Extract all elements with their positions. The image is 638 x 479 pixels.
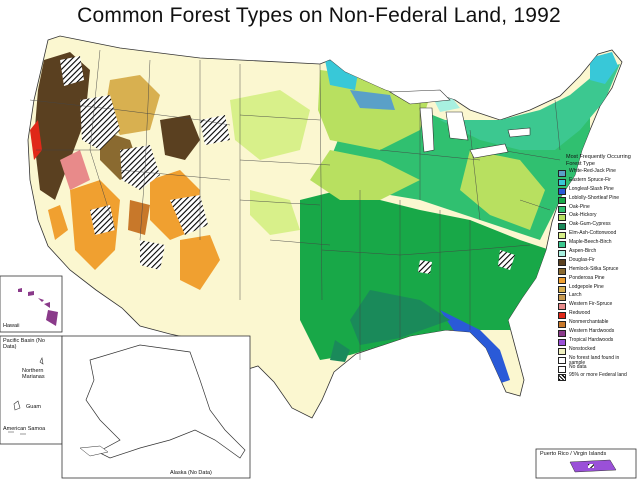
northern-marianas-label: Northern Marianas: [22, 368, 45, 380]
legend-item-label: Tropical Hardwoods: [569, 336, 614, 343]
legend-item: 95% or more Federal land: [558, 373, 636, 382]
legend-swatch: [558, 285, 566, 293]
legend-swatch: [558, 338, 566, 346]
alaska-outline: [85, 344, 246, 459]
legend-swatch: [558, 330, 566, 338]
legend: Most Frequently Occurring Forest Type Wh…: [558, 154, 636, 382]
puerto-rico-label: Puerto Rico / Virgin Islands: [540, 451, 607, 457]
legend-item-label: No data: [569, 363, 587, 370]
legend-swatch: [558, 276, 566, 284]
legend-item-label: 95% or more Federal land: [569, 372, 627, 379]
legend-item-label: Loblolly-Shortleaf Pine: [569, 194, 620, 201]
legend-item-label: Oak-Gum-Cypress: [569, 221, 611, 228]
legend-swatch: [558, 374, 566, 382]
legend-item: Hemlock-Sitka Spruce: [558, 265, 636, 276]
hawaii-islands: [18, 288, 58, 326]
map-title: Common Forest Types on Non-Federal Land,…: [77, 4, 561, 27]
legend-item: Oak-Hickory: [558, 213, 636, 222]
legend-item-label: Elm-Ash-Cottonwood: [569, 230, 617, 237]
legend-item-label: Longleaf-Slash Pine: [569, 185, 614, 192]
legend-swatch: [558, 187, 566, 195]
legend-item-label: Western Hardwoods: [569, 328, 615, 335]
legend-swatch: [558, 250, 566, 258]
legend-swatch: [558, 303, 566, 311]
legend-swatch: [558, 223, 566, 231]
legend-item: Loblolly-Shortleaf Pine: [558, 194, 636, 205]
hawaii-label: Hawaii: [3, 323, 20, 329]
legend-item-label: Larch: [569, 292, 582, 299]
legend-item: Larch: [558, 293, 636, 302]
legend-swatch: [558, 205, 566, 213]
legend-item-label: Eastern Spruce-Fir: [569, 176, 611, 183]
legend-item: Western Hardwoods: [558, 328, 636, 338]
legend-swatch: [558, 294, 566, 302]
legend-item: Redwood: [558, 310, 636, 320]
legend-swatch: [558, 312, 566, 320]
legend-item-label: Ponderosa Pine: [569, 274, 605, 281]
legend-item-label: Lodgepole Pine: [569, 283, 604, 290]
legend-swatch: [558, 356, 566, 364]
legend-item-label: Western Fir-Spruce: [569, 301, 613, 308]
legend-item: Eastern Spruce-Fir: [558, 176, 636, 187]
legend-item-label: Douglas-Fir: [569, 256, 595, 263]
legend-item: White-Red-Jack Pine: [558, 168, 636, 178]
legend-swatch: [558, 258, 566, 266]
legend-item: Tropical Hardwoods: [558, 336, 636, 347]
guam-label: Guam: [26, 404, 41, 410]
legend-item: Oak-Gum-Cypress: [558, 221, 636, 231]
legend-item: Ponderosa Pine: [558, 274, 636, 285]
legend-item-label: Hemlock-Sitka Spruce: [569, 265, 619, 272]
legend-swatch: [558, 232, 566, 240]
legend-item: Oak-Pine: [558, 203, 636, 214]
legend-item: Western Fir-Spruce: [558, 301, 636, 311]
legend-swatch: [558, 267, 566, 275]
legend-item: Nonstocked: [558, 345, 636, 356]
legend-item-label: Aspen-Birch: [569, 248, 597, 255]
legend-item-label: Nonmerchantable: [569, 319, 609, 326]
pacific-basin-label: Pacific Basin (No Data): [3, 338, 45, 350]
legend-items: White-Red-Jack Pine Eastern Spruce-Fir Lon…: [558, 168, 636, 382]
legend-swatch: [558, 170, 566, 177]
legend-item: No data: [558, 363, 636, 374]
legend-swatch: [558, 214, 566, 222]
legend-item: Elm-Ash-Cottonwood: [558, 230, 636, 240]
legend-item: Douglas-Fir: [558, 256, 636, 267]
legend-item: Maple-Beech-Birch: [558, 239, 636, 249]
legend-swatch: [558, 196, 566, 204]
legend-item: Nonmerchantable: [558, 319, 636, 329]
legend-item-label: Maple-Beech-Birch: [569, 239, 612, 246]
legend-swatch: [558, 178, 566, 186]
legend-item: Aspen-Birch: [558, 248, 636, 258]
legend-item: Lodgepole Pine: [558, 283, 636, 294]
legend-item-label: White-Red-Jack Pine: [569, 168, 616, 174]
legend-item-label: No forest land found in sample: [569, 354, 620, 367]
legend-item-label: Redwood: [569, 310, 591, 317]
legend-title: Most Frequently Occurring Forest Type: [566, 154, 631, 167]
legend-swatch: [558, 241, 566, 249]
legend-item-label: Oak-Pine: [569, 203, 590, 210]
legend-swatch: [558, 321, 566, 329]
american-samoa-label: American Samoa: [3, 426, 46, 432]
legend-swatch: [558, 365, 566, 373]
legend-item: Longleaf-Slash Pine: [558, 185, 636, 196]
legend-item: No forest land found in sample: [558, 354, 636, 367]
legend-item-label: Nonstocked: [569, 345, 596, 352]
legend-item-label: Oak-Hickory: [569, 212, 597, 219]
legend-swatch: [558, 347, 566, 355]
alaska-label: Alaska (No Data): [170, 470, 212, 476]
